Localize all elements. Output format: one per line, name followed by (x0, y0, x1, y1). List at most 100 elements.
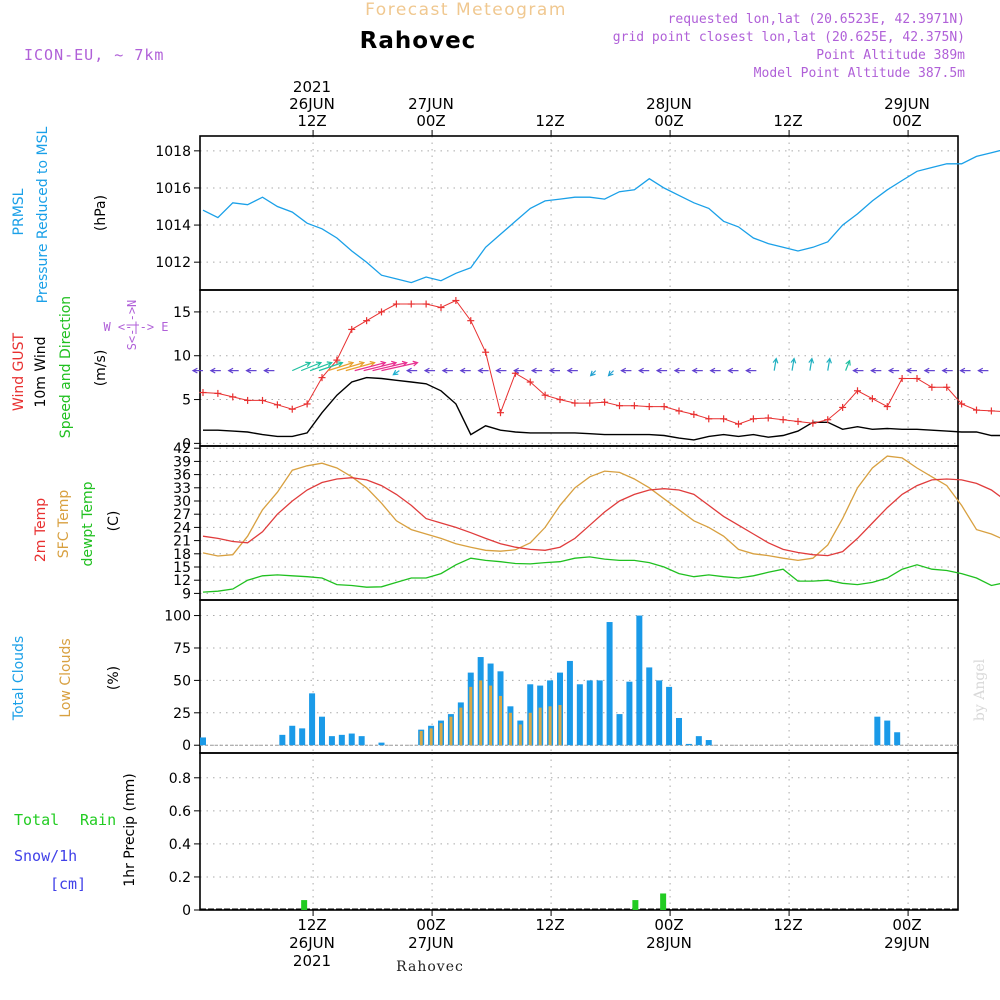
wind-arrow (607, 370, 614, 377)
pressure-panel-labels: PRMSL Pressure Reduced to MSL (hPa) (11, 126, 109, 303)
wind-arrow (191, 367, 203, 374)
wind-arrow-head (566, 367, 573, 374)
low-cloud-bar (499, 695, 502, 746)
top-tick-date: 26JUN (289, 95, 335, 113)
low-cloud-bar (489, 685, 493, 746)
gust-marker (437, 304, 445, 312)
wind-arrow (727, 367, 739, 374)
y-tick-label: 39 (173, 454, 191, 470)
y-tick-label: 1016 (155, 181, 191, 197)
low-cloud-bar (419, 730, 423, 746)
rain-bar (632, 900, 639, 910)
wind-arrow (589, 370, 597, 377)
wind-arrow-head (959, 367, 966, 374)
wind-arrow (745, 367, 757, 374)
wind-arrow (292, 361, 312, 372)
total-cloud-bar (279, 734, 286, 746)
cloud-unit: (%) (106, 666, 122, 690)
compass-ns-glyph: <-|-> (125, 307, 139, 343)
total-cloud-bar (328, 736, 335, 746)
wind-panel-labels: Wind GUST 10m Wind Speed and Direction (… (11, 296, 169, 438)
total-cloud-bar (894, 732, 901, 746)
gust-marker (452, 297, 460, 305)
bottom-time-axis: 12Z 26JUN 2021 00Z 27JUN 12Z 00Z 28JUN 1… (289, 916, 930, 970)
wind-arrow (459, 367, 471, 374)
bottom-tick-hour: 00Z (416, 916, 445, 934)
wind-arrow-head (348, 361, 355, 367)
bottom-tick-hour: 12Z (773, 916, 802, 934)
total-cloud-bar (289, 725, 296, 746)
wind-arrow-shaft (381, 362, 418, 372)
y-tick-label: 33 (173, 481, 191, 497)
requested-coords: requested lon,lat (20.6523E, 42.3971N) (668, 12, 965, 27)
top-tick-date: 28JUN (646, 95, 692, 113)
bottom-tick-date: 26JUN (289, 934, 335, 952)
y-tick-label: 21 (173, 534, 191, 550)
low-cloud-bar (459, 707, 463, 746)
wind-arrow-head (495, 367, 502, 374)
total-cloud-bar (874, 716, 881, 746)
temp-panel-labels: 2m Temp SFC Temp dewpt Temp (C) (33, 481, 122, 566)
precip-panel-labels: Total Rain Snow/1h [cm] 1hr Precip (mm) (14, 773, 138, 893)
gust-marker (422, 300, 430, 308)
gust-marker (809, 419, 817, 427)
wind-arrow (405, 367, 418, 374)
dewpoint-line (202, 556, 1000, 593)
bottom-tick-hour: 00Z (892, 916, 921, 934)
wind-arrow (826, 357, 832, 371)
gust-marker (526, 378, 534, 386)
wind-arrow-head (337, 361, 344, 367)
gust-marker (928, 383, 936, 391)
wind-arrow (309, 361, 333, 372)
wind-arrow-head (923, 367, 930, 374)
y-tick-label: 75 (173, 641, 191, 657)
wind-arrow-head (358, 360, 366, 367)
cloud-panel-labels: Total Clouds Low Clouds (%) (11, 636, 122, 721)
wind-arrow-head (513, 367, 519, 374)
wind-arrow-head (227, 367, 234, 374)
wind-arrow-head (477, 367, 484, 374)
bottom-tick-hour: 12Z (535, 916, 564, 934)
y-tick-label: 0 (182, 738, 191, 754)
total-cloud-bar (596, 680, 603, 746)
low-cloud-bar (449, 716, 453, 746)
y-tick-label: 0 (182, 436, 191, 452)
wind-arrow (959, 367, 971, 374)
wind-arrow (336, 360, 366, 372)
wind-arrow-head (315, 361, 323, 367)
wind-arrow (977, 367, 989, 374)
wind-arrow-head (870, 367, 876, 374)
gust-marker (645, 403, 653, 411)
wind-arrow-shaft (809, 358, 813, 371)
wind-arrow (423, 367, 436, 374)
y-tick-label: 15 (173, 305, 191, 321)
top-time-axis: 2021 26JUN 12Z 27JUN 00Z 12Z 28JUN 00Z 1… (289, 78, 930, 130)
wind-arrow-head (245, 367, 252, 374)
bottom-tick-hour: 12Z (297, 916, 326, 934)
t2m-line (202, 477, 1000, 557)
panel-frame (199, 289, 959, 447)
gust-marker (898, 375, 906, 383)
y-tick-label: 1018 (155, 144, 191, 160)
wind-arrow-head (637, 367, 644, 374)
y-tick-label: 1014 (155, 218, 191, 234)
low-cloud-bar (558, 705, 562, 746)
wind-arrow (392, 369, 400, 376)
gust-marker (764, 414, 772, 422)
gust-marker (660, 403, 668, 411)
panel-frame (199, 135, 959, 291)
precip-snow-label: Snow/1h (14, 847, 77, 865)
total-cloud-bar (705, 740, 712, 746)
credit-text: by Angel (972, 658, 988, 721)
model-altitude: Model Point Altitude 387.5m (754, 66, 965, 81)
wind-arrow (772, 357, 779, 371)
gust-marker (749, 415, 757, 423)
low-cloud-bar (548, 706, 552, 746)
wind-arrow-shaft (827, 358, 831, 371)
total-cloud-bar (309, 693, 316, 746)
wind-arrow (372, 360, 408, 372)
total-cloud-bar (646, 667, 653, 746)
gust-marker (973, 406, 980, 414)
wind-arrow-head (209, 367, 216, 374)
total-cloud-bar (606, 622, 613, 746)
